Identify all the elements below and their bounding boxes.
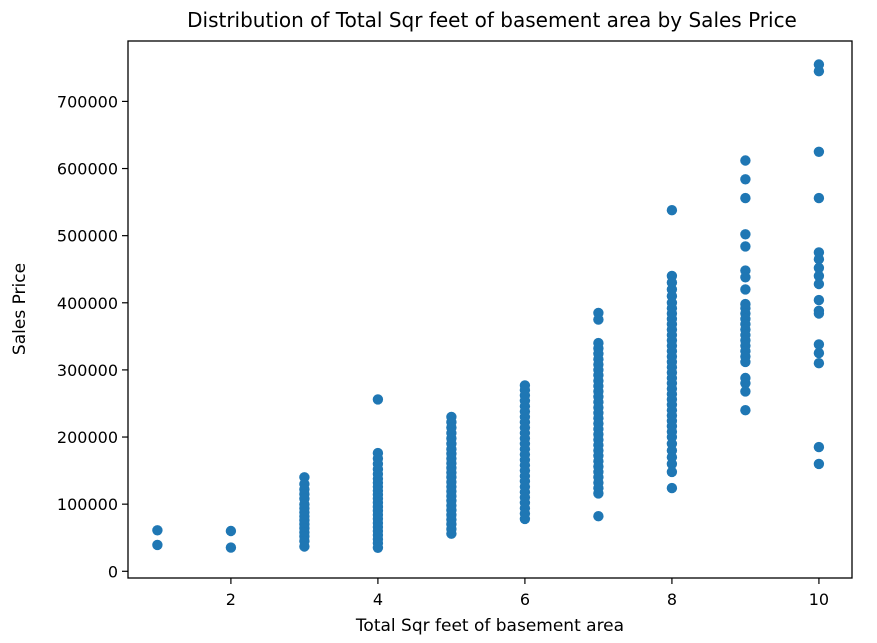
scatter-point: [740, 174, 751, 185]
scatter-point: [813, 358, 825, 369]
scatter-point: [740, 192, 751, 204]
y-tick-label: 100000: [57, 495, 118, 514]
scatter-point: [740, 284, 751, 295]
y-tick-label: 600000: [57, 160, 118, 179]
scatter-point: [372, 394, 384, 405]
x-tick-label: 4: [373, 590, 383, 609]
scatter-point: [813, 278, 825, 290]
plot-frame: [127, 40, 853, 579]
scatter-point: [813, 192, 825, 204]
y-tick-label: 300000: [57, 361, 118, 380]
scatter-point: [519, 513, 531, 525]
scatter-point: [152, 525, 163, 536]
x-tick-label: 8: [667, 590, 677, 609]
scatter-point: [666, 482, 678, 494]
scatter-point: [813, 294, 825, 306]
scatter-point: [813, 262, 825, 274]
scatter-point: [813, 66, 825, 77]
scatter-point: [666, 466, 678, 478]
scatter-point: [813, 146, 825, 157]
scatter-point: [740, 386, 751, 397]
scatter-point: [740, 356, 751, 368]
x-axis-label: Total Sqr feet of basement area: [355, 616, 624, 636]
scatter-point: [813, 347, 825, 359]
y-axis-ticks: 0 100000 200000 300000 400000 500000 600000 700…: [57, 92, 128, 581]
scatter-point: [446, 528, 457, 539]
scatter-point: [813, 254, 825, 265]
scatter-point: [299, 541, 310, 552]
scatter-point: [740, 378, 751, 389]
y-tick-label: 0: [108, 562, 118, 581]
y-tick-label: 400000: [57, 294, 118, 313]
y-tick-label: 700000: [57, 92, 118, 111]
x-tick-label: 2: [226, 590, 236, 609]
scatter-point: [813, 458, 825, 470]
x-axis-ticks: 2 4 6 8 10: [226, 578, 829, 609]
scatter-point: [740, 155, 751, 166]
points-layer: [152, 59, 825, 553]
y-axis-label: Sales Price: [10, 263, 30, 355]
scatter-point: [740, 405, 751, 416]
scatter-point: [740, 272, 751, 283]
scatter-point: [666, 205, 678, 216]
scatter-point: [372, 542, 384, 553]
x-tick-label: 10: [809, 590, 829, 609]
scatter-point: [666, 458, 678, 470]
scatter-point: [593, 314, 604, 325]
y-tick-label: 500000: [57, 227, 118, 246]
scatter-point: [813, 339, 825, 350]
scatter-point: [813, 270, 825, 282]
scatter-point: [740, 241, 751, 252]
chart-title: Distribution of Total Sqr feet of baseme…: [187, 8, 797, 32]
scatter-point: [225, 525, 237, 537]
scatter-point: [740, 229, 751, 240]
scatter-point: [813, 441, 825, 453]
scatter-point: [225, 542, 237, 553]
x-tick-label: 6: [520, 590, 530, 609]
scatter-point: [593, 488, 604, 499]
scatter-point: [593, 511, 604, 522]
scatter-point: [152, 539, 163, 551]
scatter-point: [813, 308, 825, 319]
y-tick-label: 200000: [57, 428, 118, 447]
